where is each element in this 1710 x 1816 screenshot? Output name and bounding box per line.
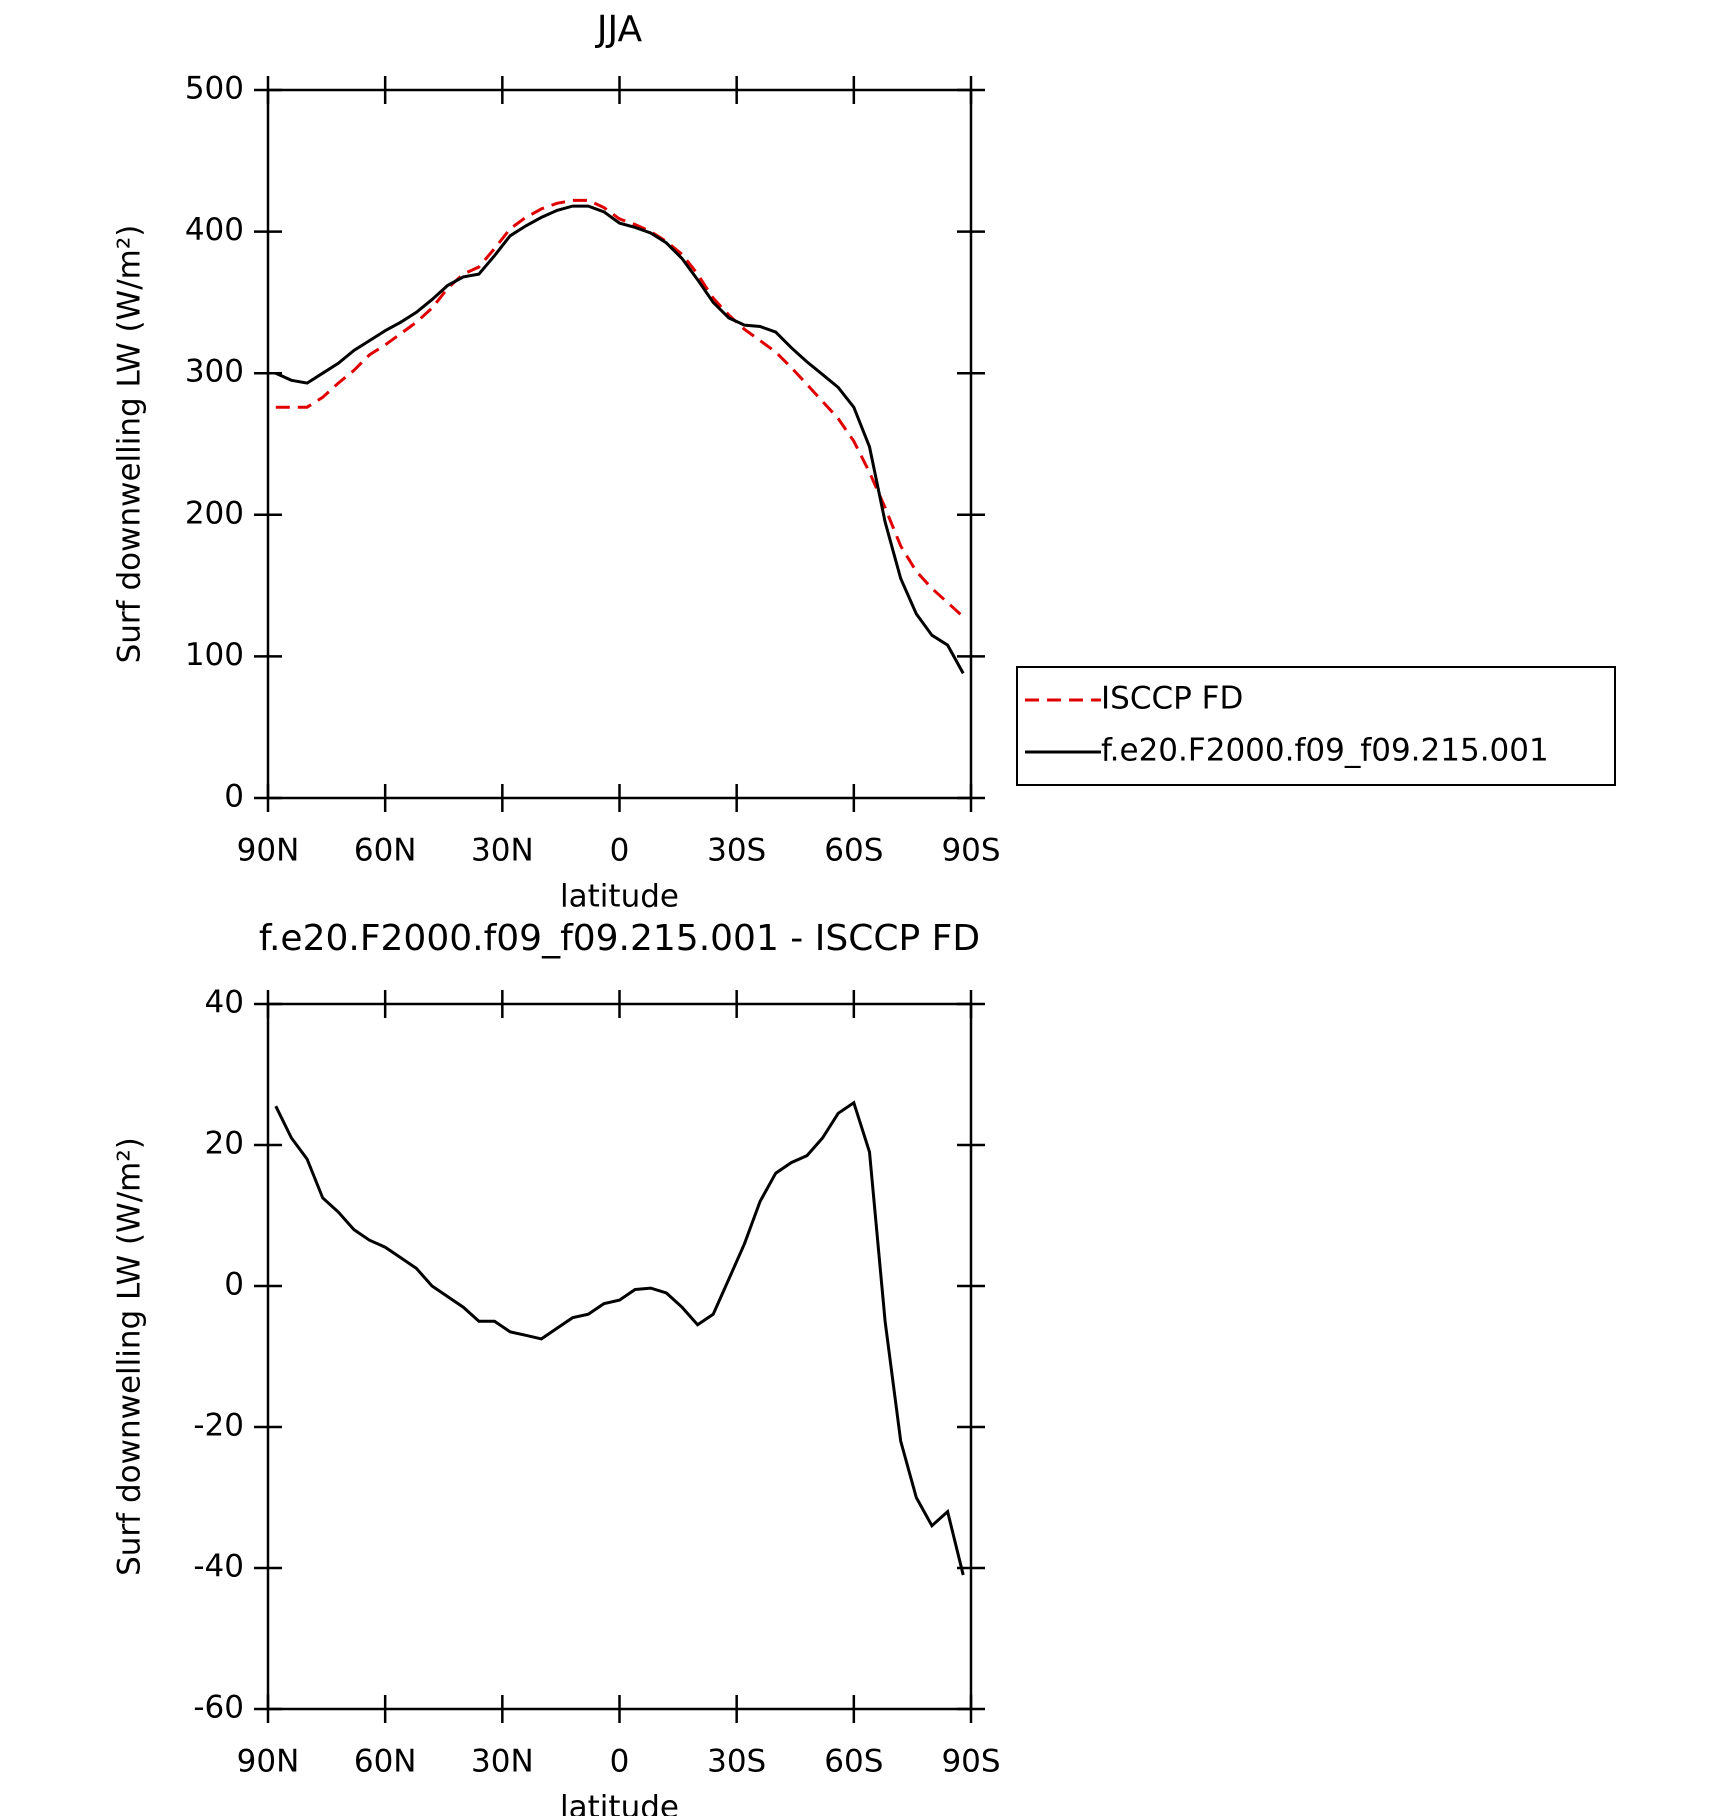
series-line (275, 198, 965, 618)
y-tick-label: 400 (185, 212, 244, 248)
y-tick-label: 20 (205, 1126, 244, 1162)
x-axis-label: latitude (560, 879, 679, 915)
y-tick-label: -60 (193, 1690, 244, 1726)
x-tick-label: 30S (707, 833, 766, 869)
series-line (275, 204, 965, 675)
x-axis-label: latitude (560, 1790, 679, 1816)
chart-title: JJA (595, 9, 643, 50)
plot-frame (266, 1002, 973, 1711)
x-tick-label: 60S (824, 833, 883, 869)
y-tick-label: 500 (185, 71, 244, 107)
x-tick-label: 90S (941, 833, 1000, 869)
x-tick-label: 0 (610, 1744, 630, 1780)
legend-box (1016, 666, 1616, 786)
series-line (274, 1100, 965, 1576)
y-axis-label: Surf downwelling LW (W/m²) (112, 225, 148, 664)
x-tick-label: 30N (471, 833, 534, 869)
legend-label: ISCCP FD (1101, 681, 1243, 717)
legend-label: f.e20.F2000.f09_f09.215.001 (1101, 733, 1549, 769)
y-tick-label: -20 (193, 1408, 244, 1444)
x-tick-label: 30S (707, 1744, 766, 1780)
x-tick-label: 30N (471, 1744, 534, 1780)
x-tick-label: 60N (354, 1744, 417, 1780)
x-tick-label: 90N (237, 833, 300, 869)
x-tick-label: 90N (237, 1744, 300, 1780)
y-tick-label: 0 (224, 1267, 244, 1303)
chart-title: f.e20.F2000.f09_f09.215.001 - ISCCP FD (259, 918, 980, 959)
y-axis-label: Surf downwelling LW (W/m²) (112, 1137, 148, 1576)
y-tick-label: 300 (185, 354, 244, 390)
y-tick-label: 100 (185, 637, 244, 673)
x-tick-label: 90S (941, 1744, 1000, 1780)
y-tick-label: 200 (185, 495, 244, 531)
x-tick-label: 60N (354, 833, 417, 869)
x-tick-label: 60S (824, 1744, 883, 1780)
y-tick-label: 40 (205, 985, 244, 1021)
plot-frame (266, 88, 973, 800)
x-tick-label: 0 (610, 833, 630, 869)
y-tick-label: -40 (193, 1549, 244, 1585)
y-tick-label: 0 (224, 779, 244, 815)
